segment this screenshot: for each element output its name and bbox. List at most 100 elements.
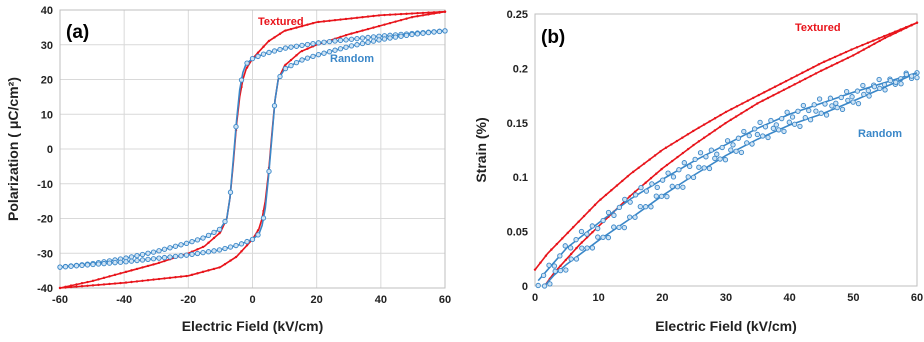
data-point bbox=[750, 105, 754, 108]
data-point bbox=[627, 214, 633, 220]
data-point bbox=[877, 37, 880, 40]
data-point bbox=[135, 280, 139, 283]
data-point bbox=[544, 254, 548, 257]
data-point bbox=[806, 107, 812, 114]
data-point bbox=[660, 177, 666, 183]
data-point bbox=[244, 60, 250, 66]
data-point bbox=[86, 284, 89, 287]
data-point bbox=[833, 55, 837, 59]
data-point bbox=[399, 12, 403, 16]
data-point bbox=[102, 283, 106, 286]
data-point bbox=[883, 34, 886, 38]
data-point bbox=[655, 172, 658, 175]
data-point bbox=[431, 29, 437, 35]
data-point bbox=[860, 82, 866, 89]
data-point bbox=[238, 77, 245, 83]
data-point bbox=[223, 262, 227, 266]
data-point bbox=[547, 281, 553, 287]
data-point bbox=[557, 253, 563, 259]
data-point bbox=[421, 11, 425, 15]
data-point bbox=[392, 34, 399, 40]
data-point bbox=[161, 254, 168, 261]
data-point bbox=[326, 38, 333, 45]
data-point bbox=[734, 115, 738, 118]
data-point bbox=[714, 151, 720, 157]
data-point bbox=[790, 77, 793, 80]
data-point bbox=[178, 253, 184, 259]
data-point bbox=[628, 195, 631, 198]
series-line bbox=[543, 72, 918, 287]
series-line bbox=[537, 72, 918, 282]
data-point bbox=[409, 31, 415, 38]
data-point bbox=[627, 199, 633, 205]
data-point bbox=[222, 245, 228, 252]
data-point bbox=[326, 49, 333, 55]
data-point bbox=[850, 48, 853, 51]
data-point bbox=[735, 135, 742, 141]
data-point bbox=[654, 184, 660, 191]
data-point bbox=[427, 11, 430, 14]
y-tick-label: -30 bbox=[37, 248, 53, 260]
data-point bbox=[572, 226, 575, 229]
series-label-textured: Textured bbox=[258, 16, 304, 28]
data-point bbox=[350, 32, 353, 35]
data-point bbox=[733, 148, 739, 154]
data-point bbox=[669, 183, 675, 189]
data-point bbox=[616, 224, 622, 231]
data-point bbox=[541, 283, 548, 289]
data-point bbox=[106, 260, 113, 266]
data-point bbox=[871, 84, 878, 90]
data-point bbox=[183, 240, 190, 246]
data-point bbox=[359, 35, 366, 41]
data-point bbox=[846, 56, 850, 60]
data-point bbox=[706, 165, 713, 172]
data-point bbox=[322, 20, 326, 23]
data-point bbox=[343, 37, 349, 43]
x-tick-label: -40 bbox=[116, 294, 132, 306]
data-point bbox=[205, 232, 212, 239]
data-point bbox=[189, 251, 195, 258]
data-point bbox=[321, 39, 327, 45]
data-point bbox=[599, 198, 602, 201]
data-point bbox=[388, 21, 392, 25]
data-point bbox=[568, 256, 574, 262]
data-point bbox=[95, 261, 102, 267]
data-point bbox=[671, 159, 674, 163]
data-point bbox=[306, 23, 309, 26]
data-point bbox=[795, 108, 801, 114]
data-point bbox=[708, 147, 715, 153]
data-point bbox=[377, 14, 381, 17]
data-point bbox=[813, 108, 819, 114]
data-point bbox=[130, 280, 133, 284]
data-point bbox=[299, 57, 305, 63]
data-point bbox=[642, 162, 646, 165]
data-point bbox=[835, 61, 839, 65]
data-point bbox=[244, 238, 250, 245]
data-point bbox=[681, 136, 684, 139]
data-point bbox=[134, 257, 140, 264]
data-point bbox=[295, 26, 298, 29]
data-point bbox=[632, 192, 639, 198]
data-point bbox=[681, 151, 685, 155]
x-tick-label: 0 bbox=[249, 294, 255, 306]
data-point bbox=[702, 123, 706, 126]
data-point bbox=[332, 38, 338, 44]
data-point bbox=[685, 174, 691, 180]
y-tick-label: 0.05 bbox=[507, 227, 528, 239]
data-point bbox=[332, 47, 338, 53]
data-point bbox=[845, 97, 851, 104]
x-tick-label: 40 bbox=[784, 292, 796, 304]
data-point bbox=[648, 204, 654, 210]
data-point bbox=[806, 68, 810, 72]
data-point bbox=[804, 77, 807, 81]
data-point bbox=[899, 29, 903, 32]
data-point bbox=[746, 99, 750, 102]
series-textured: Textured bbox=[533, 21, 919, 288]
data-point bbox=[337, 46, 344, 52]
y-axis-label: Strain (%) bbox=[473, 117, 489, 182]
data-point bbox=[822, 101, 828, 107]
data-point bbox=[632, 214, 638, 220]
data-point bbox=[410, 12, 414, 15]
data-point bbox=[676, 155, 679, 159]
data-point bbox=[883, 36, 887, 40]
